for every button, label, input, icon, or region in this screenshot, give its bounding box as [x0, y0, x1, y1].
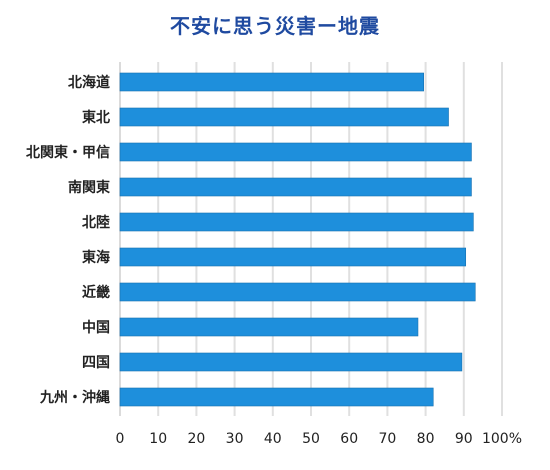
x-tick-label: 100%	[482, 431, 522, 447]
x-tick-label: 20	[187, 431, 205, 447]
x-tick-label: 30	[226, 431, 244, 447]
bar	[119, 177, 472, 197]
x-tick-label: 0	[116, 431, 125, 447]
x-tick-label: 40	[264, 431, 282, 447]
chart-title: 不安に思う災害ー地震	[170, 14, 380, 38]
category-label: 九州・沖縄	[39, 389, 110, 406]
x-tick-label: 50	[302, 431, 320, 447]
x-tick-label: 70	[378, 431, 396, 447]
bar	[119, 282, 476, 302]
x-tick-label: 90	[455, 431, 473, 447]
x-tick-label: 80	[417, 431, 435, 447]
category-label: 北関東・甲信	[26, 144, 110, 161]
category-label: 近畿	[82, 284, 110, 301]
x-tick-label: 60	[340, 431, 358, 447]
bar	[119, 387, 434, 407]
tick-labels: 0 10 20 30 40 50 60 70 80 90 100%	[116, 431, 522, 447]
bar	[119, 352, 463, 372]
category-label: 北海道	[68, 74, 110, 91]
category-label: 四国	[82, 355, 110, 371]
category-label: 南関東	[68, 179, 110, 196]
category-label: 北陸	[82, 214, 110, 231]
category-label: 東海	[82, 249, 110, 266]
bar	[119, 212, 474, 232]
bar	[119, 317, 419, 337]
bar	[119, 72, 424, 92]
category-label: 東北	[82, 109, 110, 126]
x-tick-label: 10	[149, 431, 167, 447]
bar	[119, 247, 467, 267]
bar	[119, 142, 472, 162]
bar-layer	[119, 72, 476, 407]
bar	[119, 107, 449, 127]
category-label: 中国	[82, 319, 110, 336]
